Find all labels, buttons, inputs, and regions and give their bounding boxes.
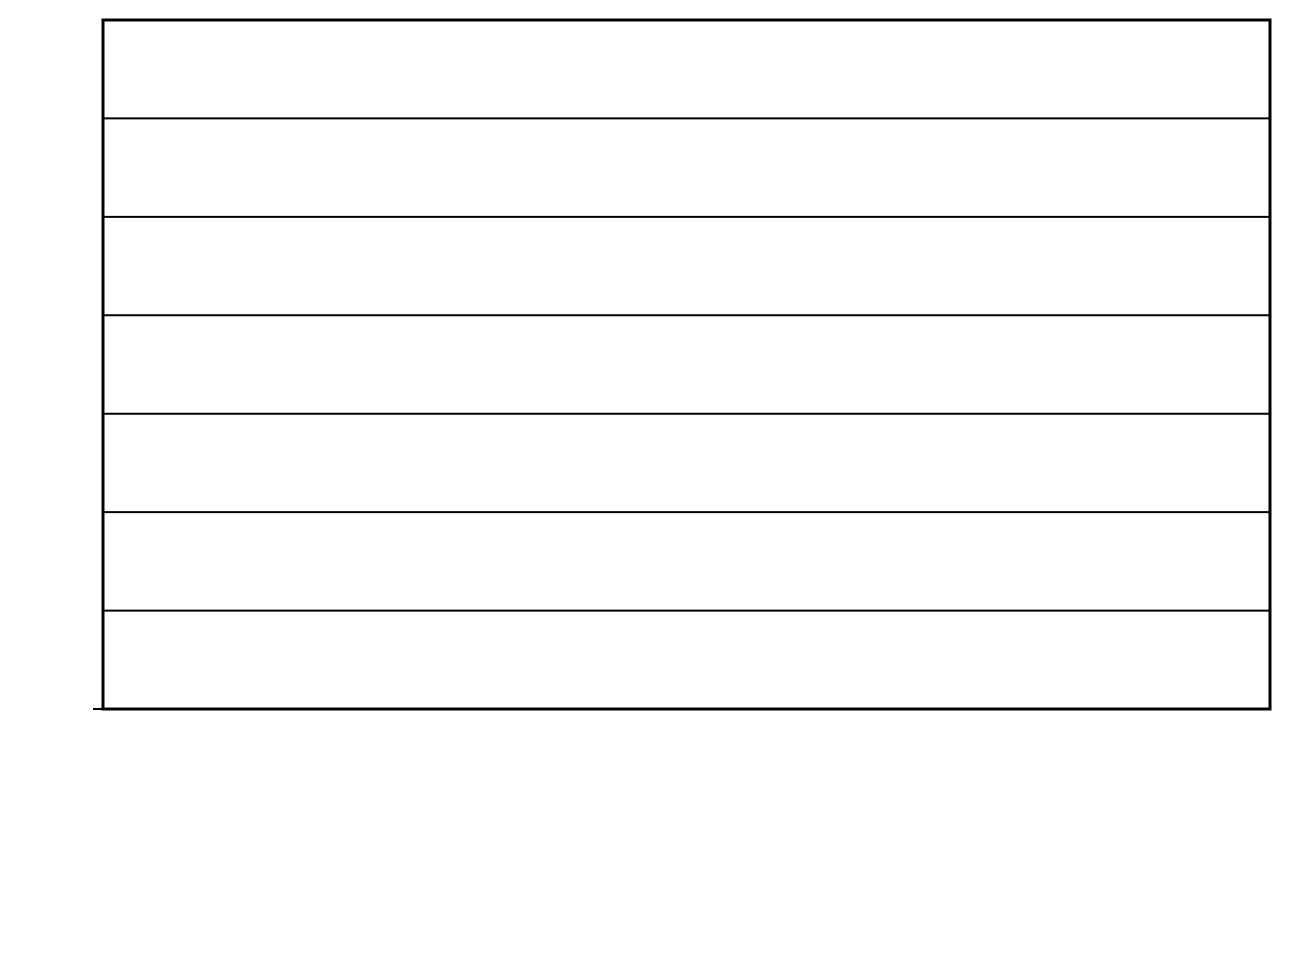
line-chart: [0, 0, 1299, 968]
